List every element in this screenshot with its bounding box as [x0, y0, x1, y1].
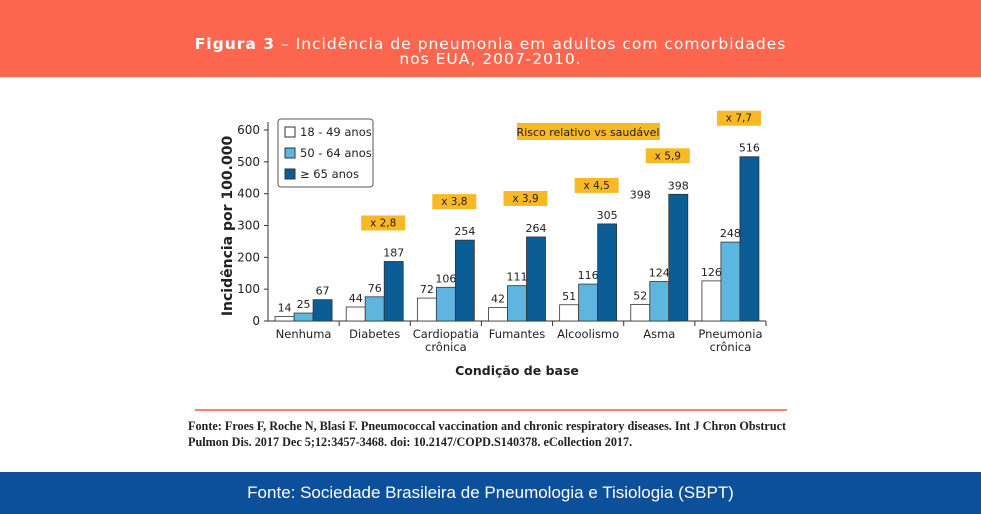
- x-tick-label: crônica: [425, 340, 467, 354]
- bar: [383, 261, 404, 322]
- data-label: 67: [316, 285, 330, 298]
- risk-badge: [645, 148, 690, 164]
- x-axis-title: Condição de base: [455, 363, 579, 378]
- bar: [416, 297, 437, 322]
- bar: [720, 241, 741, 322]
- bar: [701, 280, 722, 322]
- risk-badge: [503, 190, 548, 206]
- data-label: 124: [649, 267, 670, 280]
- bar: [739, 156, 760, 322]
- bar: [488, 307, 508, 322]
- y-axis-title: Incidência por 100.000: [220, 136, 236, 317]
- bar: [630, 304, 651, 322]
- x-tick-label: Asma: [643, 327, 675, 341]
- bar: [274, 316, 295, 322]
- risk-badge-label: x 2,8: [370, 217, 396, 229]
- x-tick-label: Pneumonia: [698, 327, 762, 341]
- legend-label: ≥ 65 anos: [300, 167, 359, 181]
- x-tick-label: crônica: [710, 340, 752, 354]
- legend-swatch: [284, 147, 296, 159]
- y-tick-label: 600: [237, 123, 260, 137]
- risk-badge-label: x 4,5: [584, 180, 610, 192]
- data-label: 106: [435, 272, 456, 285]
- x-tick-label: Diabetes: [349, 327, 400, 341]
- risk-badge: [361, 215, 406, 231]
- risk-badge-label: x 7,7: [726, 113, 752, 125]
- y-tick-label: 400: [237, 187, 260, 201]
- figure-title-line2: nos EUA, 2007-2010.: [399, 50, 582, 68]
- data-label: 126: [701, 266, 722, 279]
- legend-label: 50 - 64 anos: [300, 146, 372, 160]
- bar: [578, 283, 599, 322]
- legend-box: [277, 118, 374, 188]
- data-label: 76: [368, 282, 382, 295]
- bar: [597, 223, 618, 322]
- risk-legend-box: [517, 123, 660, 140]
- data-label: 51: [562, 290, 576, 303]
- bar: [345, 306, 366, 322]
- bar: [526, 236, 546, 322]
- bar: [364, 296, 385, 322]
- y-tick-label: 100: [237, 282, 260, 296]
- data-label: 25: [297, 298, 311, 311]
- extra-annotation: 398: [630, 188, 651, 201]
- data-label: 248: [720, 227, 741, 240]
- figure-header: Figura 3 – Incidência de pneumonia em ad…: [0, 0, 981, 77]
- y-tick-label: 300: [237, 219, 260, 233]
- risk-badge-label: x 5,9: [655, 150, 681, 162]
- data-label: 116: [578, 269, 599, 282]
- data-label: 305: [597, 209, 618, 222]
- x-tick-label: Fumantes: [489, 327, 545, 341]
- data-label: 52: [633, 289, 647, 302]
- bar: [312, 299, 333, 322]
- data-label: 254: [454, 225, 475, 238]
- x-tick-label: Cardiopatia: [413, 327, 479, 341]
- legend-swatch: [284, 168, 296, 180]
- data-label: 44: [349, 292, 363, 305]
- data-label: 42: [491, 293, 505, 306]
- data-label: 398: [668, 179, 689, 192]
- bar: [649, 281, 670, 322]
- bar: [293, 312, 314, 322]
- legend-swatch: [284, 126, 296, 138]
- divider: [195, 409, 787, 411]
- y-tick-label: 200: [237, 250, 260, 264]
- risk-badge: [716, 110, 761, 126]
- risk-legend-label: Risco relativo vs saudável: [517, 126, 660, 139]
- legend-label: 18 - 49 anos: [300, 125, 372, 139]
- bar: [435, 286, 456, 322]
- data-label: 516: [739, 142, 760, 155]
- data-label: 187: [383, 246, 404, 259]
- x-tick-label: Nenhuma: [276, 327, 332, 341]
- risk-badge: [574, 177, 619, 193]
- figure-title: – Incidência de pneumonia em adultos com…: [275, 35, 787, 53]
- bar: [559, 304, 580, 322]
- data-label: 111: [507, 271, 528, 284]
- risk-badge-label: x 3,9: [512, 193, 538, 205]
- y-tick-label: 0: [252, 314, 260, 328]
- y-tick-label: 500: [237, 155, 260, 169]
- bar: [668, 193, 689, 322]
- bar: [454, 239, 475, 322]
- data-label: 72: [420, 283, 434, 296]
- risk-badge-label: x 3,8: [441, 196, 467, 208]
- footer-source: Fonte: Sociedade Brasileira de Pneumolog…: [0, 472, 981, 514]
- figure-label: Figura 3: [194, 35, 276, 53]
- data-label: 264: [526, 222, 547, 235]
- data-label: 14: [278, 302, 292, 315]
- risk-badge: [432, 194, 477, 210]
- bar: [507, 285, 527, 322]
- x-tick-label: Alcoolismo: [557, 327, 619, 341]
- source-citation: Fonte: Froes F, Roche N, Blasi F. Pneumo…: [188, 419, 787, 449]
